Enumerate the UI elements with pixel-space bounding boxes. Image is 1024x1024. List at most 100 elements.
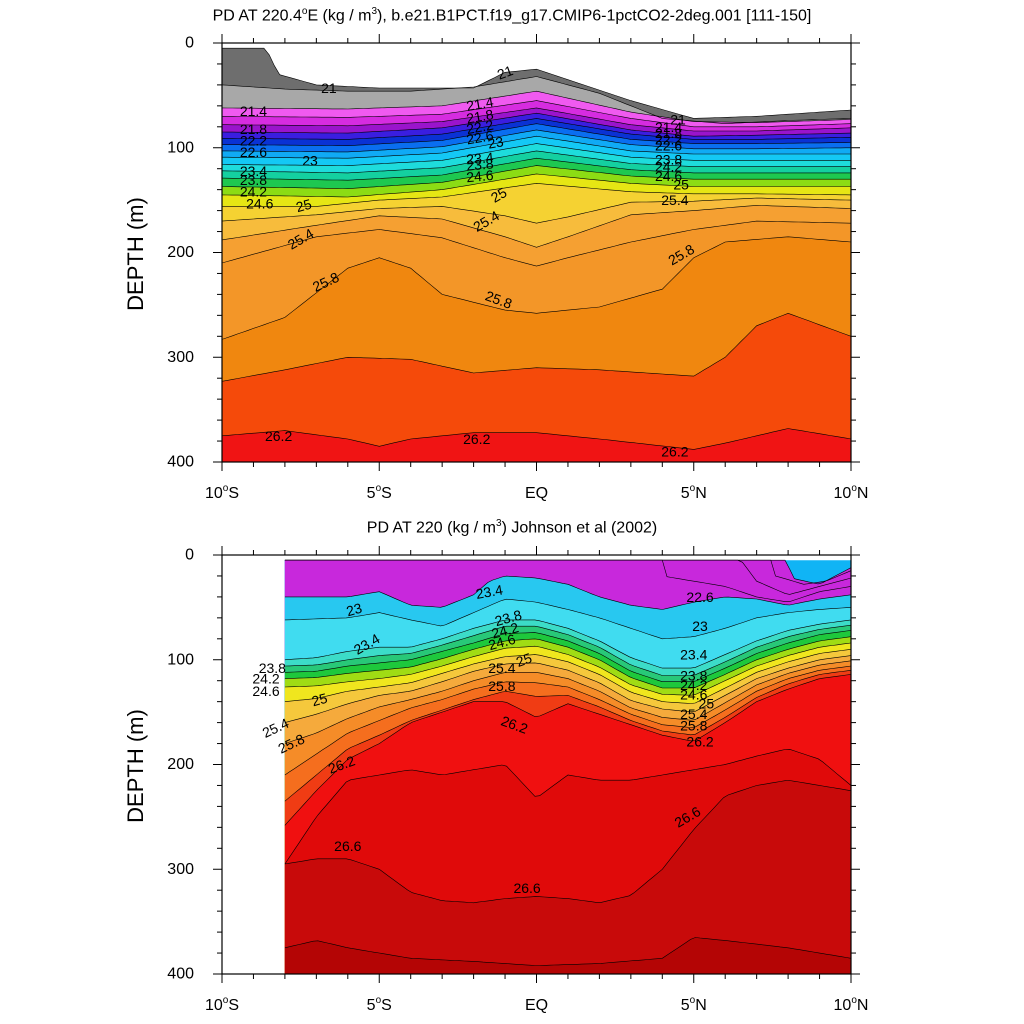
y-tick-label: 200 — [167, 244, 194, 261]
contour-label: 23.4 — [466, 149, 495, 167]
y-tick-label: 0 — [185, 35, 194, 52]
density-band-20 — [222, 313, 851, 462]
isopycnal-line-4 — [284, 559, 851, 585]
contour-label: 24.2 — [655, 159, 682, 175]
contour-label: 21.4 — [655, 119, 682, 135]
contour-label: 25 — [310, 690, 329, 710]
isopycnal-line-5 — [222, 112, 851, 137]
contour-label: 26.2 — [265, 428, 292, 444]
isopycnal-line-0 — [222, 47, 851, 119]
contour-label: 25 — [673, 176, 689, 192]
contour-label: 23 — [692, 618, 708, 634]
isopycnal-line-6 — [222, 118, 851, 140]
contour-label: 24.6 — [680, 686, 707, 702]
contour-plot: 2322.623.423.42323.823.823.424.224.223.8… — [167, 546, 868, 1014]
contour-label: 25 — [294, 196, 313, 216]
isopycnal-line-10 — [284, 636, 851, 689]
contour-label: 21.4 — [465, 93, 495, 114]
isopycnal-line-9 — [222, 135, 851, 159]
isopycnal-line-9 — [284, 630, 851, 682]
contour-label: 22.6 — [686, 589, 713, 605]
isopycnal-line-19 — [284, 780, 851, 904]
x-tick-label: 10oS — [205, 995, 239, 1014]
contour-label: 24.2 — [680, 677, 707, 693]
chart-title: PD AT 220 (kg / m3) Johnson et al (2002) — [366, 518, 658, 537]
density-band-20 — [284, 937, 851, 974]
panel-observations: PD AT 220 (kg / m3) Johnson et al (2002)… — [0, 512, 1024, 1024]
contour-label: 23.8 — [259, 660, 286, 676]
y-tick-label: 200 — [167, 756, 194, 773]
contour-label: 24.2 — [252, 671, 279, 687]
y-tick-label: 300 — [167, 861, 194, 878]
contour-label: 22.2 — [655, 131, 682, 147]
contour-label: 23.8 — [493, 607, 524, 630]
contour-label: 21 — [670, 111, 686, 127]
x-tick-label: EQ — [525, 997, 548, 1014]
x-tick-label: EQ — [525, 485, 548, 502]
contour-label: 23.8 — [240, 172, 267, 188]
isopycnal-line-14 — [284, 660, 851, 744]
isopycnal-line-13 — [222, 165, 851, 189]
x-tick-label: 10oS — [205, 483, 239, 502]
contour-label: 25.8 — [488, 678, 515, 694]
isopycnal-line-21 — [222, 428, 851, 450]
isopycnal-line-20 — [284, 937, 851, 966]
x-tick-label: 10oN — [834, 483, 869, 502]
isopycnal-line-15 — [222, 183, 851, 207]
y-tick-label: 300 — [167, 349, 194, 366]
contour-labels: 2322.623.423.42323.823.823.424.224.223.8… — [252, 581, 714, 896]
contour-label: 23.8 — [466, 155, 495, 173]
x-tick-label: 5oS — [367, 483, 392, 502]
contour-label: 21.4 — [240, 103, 267, 119]
contour-label: 26.6 — [334, 838, 361, 854]
contour-label: 21.8 — [240, 121, 267, 137]
isopycnal-line-18 — [284, 748, 851, 865]
isopycnal-line-5 — [284, 575, 851, 610]
isopycnal-line-2 — [222, 90, 851, 123]
isopycnal-line-11 — [284, 642, 851, 696]
contour-label: 23.4 — [240, 163, 267, 179]
isopycnal-line-16 — [284, 669, 851, 802]
y-tick-label: 400 — [167, 454, 194, 471]
isopycnal-line-3 — [222, 100, 851, 128]
contour-label: 25 — [488, 184, 510, 206]
isopycnal-line-19 — [222, 236, 851, 340]
y-tick-label: 0 — [185, 547, 194, 564]
x-tick-label: 5oN — [681, 483, 707, 502]
contour-label: 25.4 — [488, 660, 515, 676]
contour-label: 22.2 — [465, 117, 495, 138]
isopycnal-line-11 — [222, 150, 851, 174]
contour-label: 21.8 — [465, 106, 495, 127]
x-tick-label: 5oN — [681, 995, 707, 1014]
y-tick-label: 100 — [167, 139, 194, 156]
contour-label: 25.4 — [680, 706, 707, 722]
x-tick-label: 5oS — [367, 995, 392, 1014]
contour-label: 26.2 — [661, 444, 688, 460]
isopycnal-line-8 — [284, 624, 851, 676]
contour-label: 22.6 — [465, 127, 495, 148]
isopycnal-line-7 — [284, 619, 851, 669]
isopycnal-line-10 — [222, 143, 851, 166]
contour-label: 25 — [699, 696, 715, 712]
contour-label: 22.2 — [240, 132, 267, 148]
contour-label: 23.8 — [680, 667, 707, 683]
density-band-21 — [222, 428, 851, 462]
isopycnal-line-13 — [284, 655, 851, 723]
isopycnal-line-12 — [284, 649, 851, 704]
contour-label: 25.8 — [680, 718, 707, 734]
isopycnal-line-18 — [222, 220, 851, 267]
isopycnal-line-12 — [222, 157, 851, 181]
contour-label: 24.2 — [240, 184, 267, 200]
contour-label: 22.6 — [240, 144, 267, 160]
contour-label: 23.4 — [475, 581, 505, 602]
contour-label: 25.4 — [661, 192, 688, 208]
contour-fills — [284, 559, 851, 974]
contour-label: 26.2 — [463, 431, 490, 447]
y-tick-label: 100 — [167, 651, 194, 668]
contour-label: 26.2 — [686, 733, 713, 749]
contour-label: 24.6 — [252, 683, 279, 699]
isopycnal-line-8 — [222, 129, 851, 153]
panel-model: PD AT 220.4oE (kg / m3), b.e21.B1PCT.f19… — [123, 6, 869, 502]
